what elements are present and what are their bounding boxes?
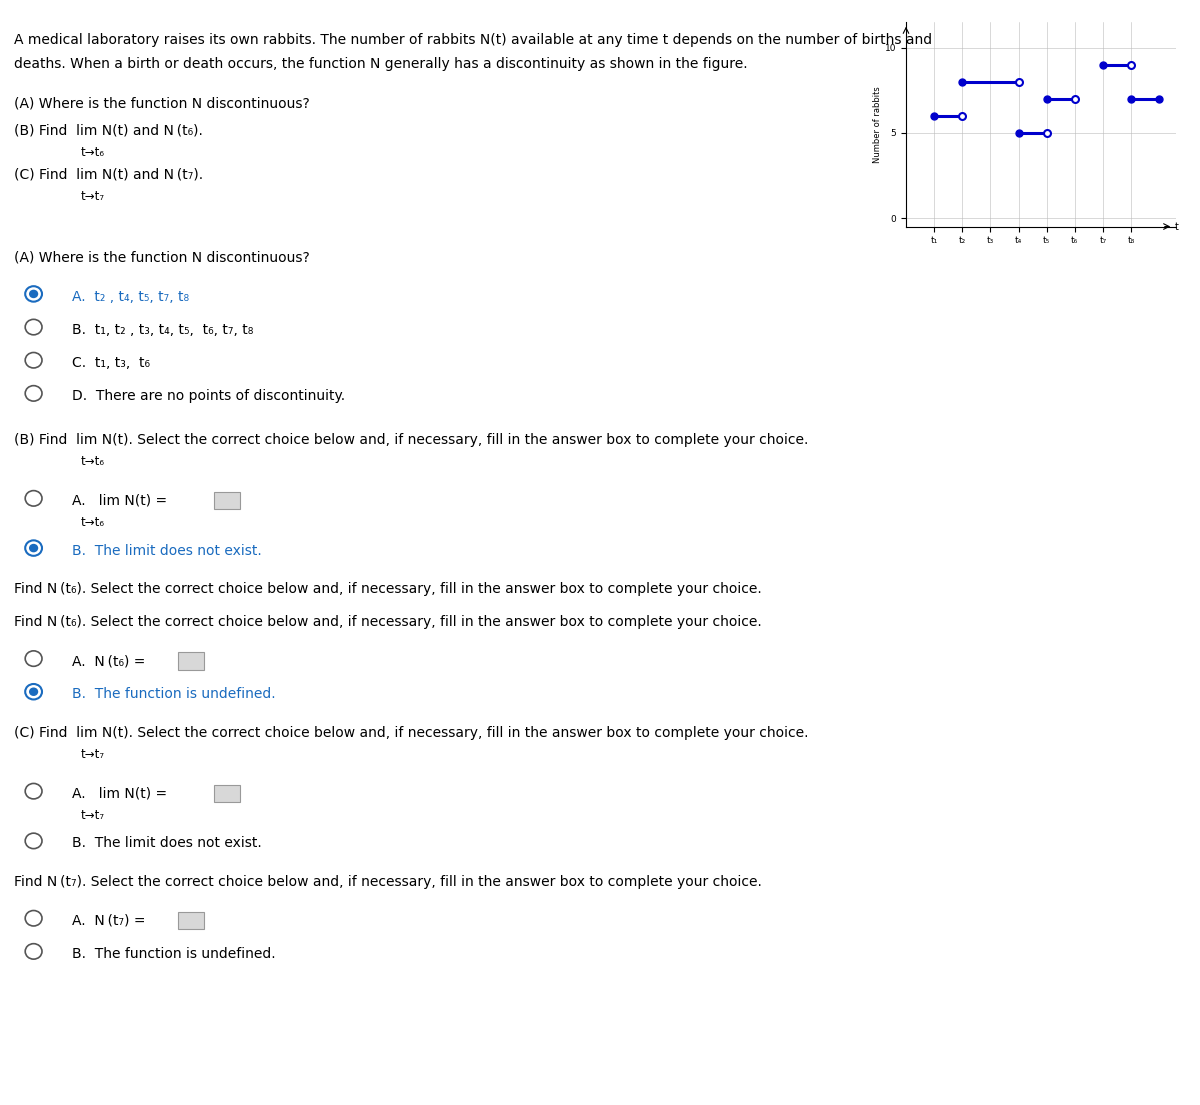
Text: A medical laboratory raises its own rabbits. The number of rabbits N(t) availabl: A medical laboratory raises its own rabb…: [14, 33, 932, 48]
Text: B.  The limit does not exist.: B. The limit does not exist.: [72, 836, 262, 851]
Text: A.  t₂ , t₄, t₅, t₇, t₈: A. t₂ , t₄, t₅, t₇, t₈: [72, 290, 190, 304]
FancyBboxPatch shape: [178, 652, 204, 670]
Circle shape: [29, 544, 38, 552]
Text: Find N (t₆). Select the correct choice below and, if necessary, fill in the answ: Find N (t₆). Select the correct choice b…: [14, 615, 762, 630]
FancyBboxPatch shape: [214, 492, 240, 509]
Text: B.  t₁, t₂ , t₃, t₄, t₅,  t₆, t₇, t₈: B. t₁, t₂ , t₃, t₄, t₅, t₆, t₇, t₈: [72, 323, 253, 337]
Text: t→t₆: t→t₆: [80, 455, 104, 469]
Text: A.  N (t₆) =: A. N (t₆) =: [72, 654, 145, 669]
Text: t→t₇: t→t₇: [80, 190, 104, 203]
Text: deaths. When a birth or death occurs, the function N generally has a discontinui: deaths. When a birth or death occurs, th…: [14, 57, 748, 72]
Text: (A) Where is the function N discontinuous?: (A) Where is the function N discontinuou…: [14, 96, 310, 110]
Text: (A) Where is the function N discontinuous?: (A) Where is the function N discontinuou…: [14, 251, 310, 265]
Text: t→t₆: t→t₆: [80, 516, 104, 529]
Text: (C) Find  lim N(t) and N (t₇).: (C) Find lim N(t) and N (t₇).: [14, 168, 204, 182]
Text: C.  t₁, t₃,  t₆: C. t₁, t₃, t₆: [72, 356, 150, 370]
Text: A.  N (t₇) =: A. N (t₇) =: [72, 914, 145, 928]
Circle shape: [29, 687, 38, 696]
Text: D.  There are no points of discontinuity.: D. There are no points of discontinuity.: [72, 389, 346, 403]
Text: Find N (t₇). Select the correct choice below and, if necessary, fill in the answ: Find N (t₇). Select the correct choice b…: [14, 875, 762, 890]
Text: (B) Find  lim N(t) and N (t₆).: (B) Find lim N(t) and N (t₆).: [14, 124, 203, 138]
Text: t→t₇: t→t₇: [80, 748, 104, 761]
Text: B.  The limit does not exist.: B. The limit does not exist.: [72, 544, 262, 558]
Text: (B) Find  lim N(t). Select the correct choice below and, if necessary, fill in t: (B) Find lim N(t). Select the correct ch…: [14, 433, 809, 448]
Text: t: t: [1175, 221, 1178, 232]
Text: B.  The function is undefined.: B. The function is undefined.: [72, 947, 276, 961]
Text: (C) Find  lim N(t). Select the correct choice below and, if necessary, fill in t: (C) Find lim N(t). Select the correct ch…: [14, 726, 809, 740]
FancyBboxPatch shape: [178, 912, 204, 929]
Text: B.  The function is undefined.: B. The function is undefined.: [72, 687, 276, 702]
FancyBboxPatch shape: [214, 785, 240, 802]
Text: t→t₇: t→t₇: [80, 809, 104, 822]
Text: t→t₆: t→t₆: [80, 146, 104, 159]
Circle shape: [29, 290, 38, 298]
Text: A.   lim N(t) =: A. lim N(t) =: [72, 787, 167, 801]
Text: A.   lim N(t) =: A. lim N(t) =: [72, 494, 167, 508]
Text: Find N (t₆). Select the correct choice below and, if necessary, fill in the answ: Find N (t₆). Select the correct choice b…: [14, 582, 762, 597]
Y-axis label: Number of rabbits: Number of rabbits: [874, 86, 882, 162]
